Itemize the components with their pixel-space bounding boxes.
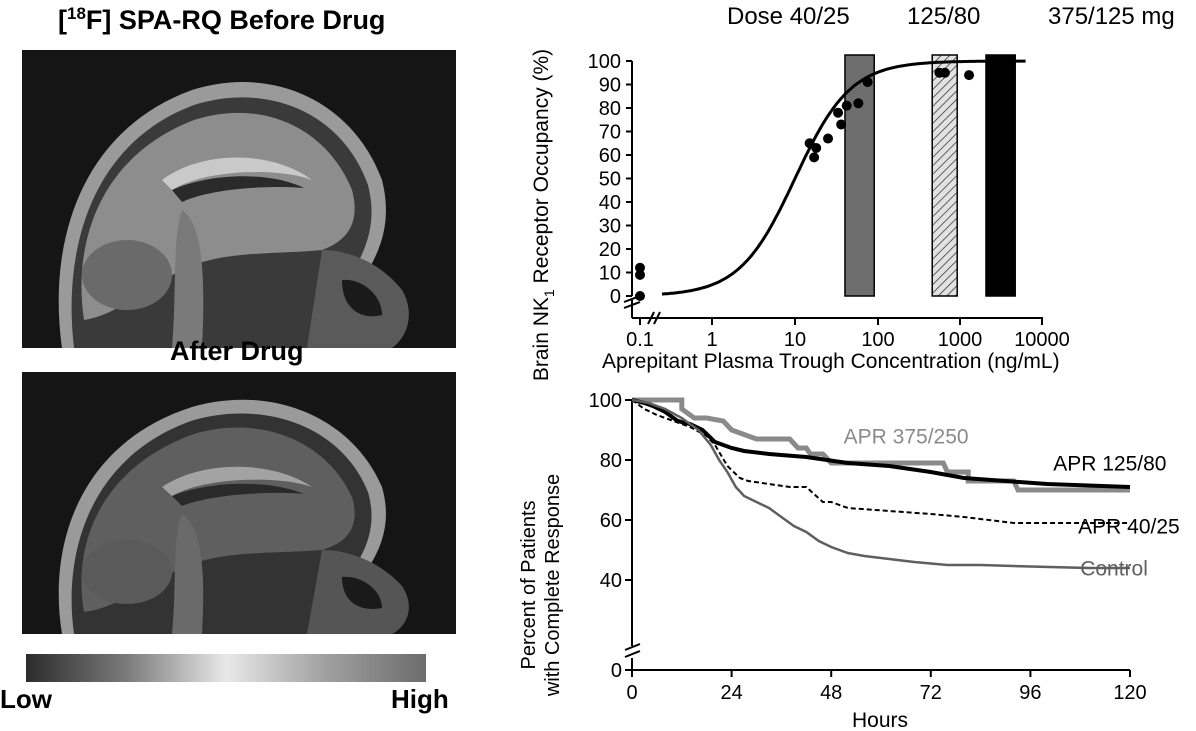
occupancy-data-point: [862, 77, 873, 88]
km-y-tick-label: 100: [589, 390, 622, 412]
occupancy-data-point: [635, 262, 645, 273]
dose-bar-40-25: [844, 54, 875, 297]
dose-header-40-25: Dose 40/25: [727, 3, 850, 30]
occupancy-y-axis-label: Brain NK1 Receptor Occupancy (%): [530, 49, 557, 380]
occupancy-x-tick-label: 100: [861, 329, 894, 351]
occupancy-data-point: [809, 152, 820, 163]
occupancy-y-tick-label: 10: [599, 263, 621, 285]
dose-bar-125-80: [931, 54, 958, 297]
occupancy-x-axis-label: Aprepitant Plasma Trough Concentration (…: [602, 350, 1060, 373]
km-x-tick-label: 72: [920, 682, 942, 704]
occupancy-y-tick-label: 80: [599, 98, 621, 120]
km-x-tick-label: 120: [1113, 682, 1146, 704]
occupancy-data-point: [841, 100, 852, 111]
mri-after-drug-image: [22, 372, 456, 634]
km-series-label-apr-375-250: APR 375/250: [844, 426, 969, 449]
km-x-tick-label: 24: [720, 682, 742, 704]
km-y-tick-label: 60: [600, 510, 622, 532]
occupancy-y-tick-label: 0: [610, 286, 621, 308]
occupancy-data-point: [635, 269, 645, 280]
occupancy-y-tick-label: 40: [599, 192, 621, 214]
km-y-break-mark: [624, 643, 641, 658]
colorbar-high-label: High: [391, 684, 449, 714]
km-series-control: [631, 398, 1130, 570]
complete-response-chart: 40 60 80 100 00 24 48 72 96 120 APR 375/250 APR 12…: [518, 390, 1180, 731]
km-series-label-apr-125-80: APR 125/80: [1053, 453, 1166, 476]
occupancy-y-tick-label: 70: [599, 122, 621, 144]
occupancy-x-tick-label: 1000: [938, 329, 983, 351]
after-drug-title: After Drug: [170, 336, 304, 366]
occupancy-x-tick-label: 10000: [1014, 329, 1070, 351]
occupancy-data-point: [833, 107, 844, 118]
occupancy-x-break-mark: [647, 311, 661, 325]
occupancy-data-point: [811, 142, 822, 153]
occupancy-x-tick-label: 0.1: [626, 329, 654, 351]
occupancy-y-tick-label: 90: [599, 75, 621, 97]
km-series-label-control: Control: [1080, 558, 1148, 581]
occupancy-y-tick-label: 20: [599, 239, 621, 261]
colorbar-low-label: Low: [0, 684, 52, 714]
occupancy-data-point: [939, 67, 950, 78]
km-x-tick-label: 48: [820, 682, 842, 704]
km-x-tick-label: 96: [1019, 682, 1041, 704]
dose-header-125-80: 125/80: [907, 3, 980, 30]
km-series-label-apr-40-25: APR 40/25: [1078, 516, 1180, 539]
mri-before-drug-image: [22, 50, 456, 348]
occupancy-y-tick-label: 60: [599, 145, 621, 167]
km-x-tick-label: 0: [626, 682, 637, 704]
km-y-tick-label: 80: [600, 450, 622, 472]
before-drug-title: [18F] SPA-RQ Before Drug: [58, 4, 386, 35]
occupancy-data-point: [836, 119, 847, 130]
dose-header-375-125: 375/125 mg: [1048, 3, 1175, 30]
occupancy-data-point: [635, 291, 645, 301]
occupancy-data-point: [853, 98, 864, 109]
km-y-tick-label: 40: [600, 570, 622, 592]
occupancy-y-tick-label: 30: [599, 216, 621, 238]
km-series-apr-375-250: [632, 397, 1130, 493]
km-series-apr-40-25: [631, 399, 1130, 524]
intensity-colorbar: [26, 654, 426, 682]
km-series-apr-125-80: [631, 398, 1131, 489]
km-y-axis-label-line1: Percent of Patients: [518, 501, 540, 670]
occupancy-data-point: [964, 70, 975, 81]
km-y-axis-label-line2: with Complete Response: [542, 474, 564, 697]
occupancy-x-tick-label: 1: [706, 329, 717, 351]
km-y-tick-label: 0: [611, 660, 622, 682]
occupancy-x-tick-label: 10: [784, 329, 806, 351]
km-x-axis-label: Hours: [852, 709, 908, 731]
occupancy-fit-curve: [661, 59, 1026, 296]
occupancy-data-point: [823, 133, 834, 144]
occupancy-y-tick-label: 100: [588, 51, 621, 73]
dose-bar-375-125: [985, 54, 1016, 297]
occupancy-y-tick-label: 50: [599, 169, 621, 191]
